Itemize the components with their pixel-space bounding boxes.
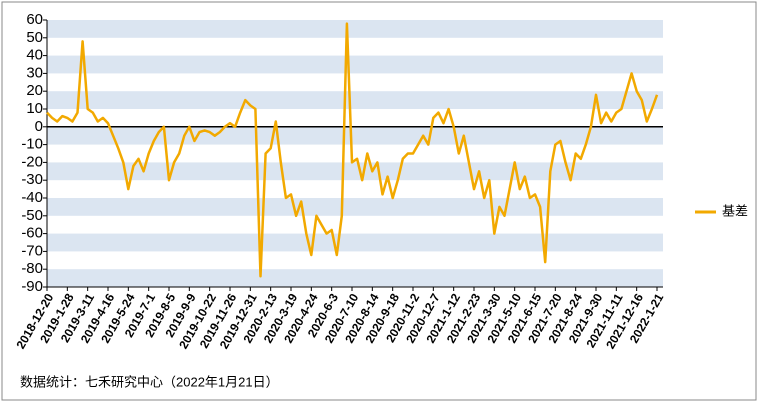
source-note: 数据统计：七禾研究中心（2022年1月21日） [20,374,279,389]
y-tick-label: -40 [21,189,43,206]
grid-band [47,126,663,145]
y-tick-label: 60 [26,11,43,28]
grid-band [47,269,663,287]
y-tick-label: -60 [21,225,43,242]
y-tick-label: 0 [35,118,43,135]
y-tick-label: -70 [21,242,43,259]
y-tick-label: 20 [26,82,43,99]
series-line [46,22,659,278]
y-tick-label: -10 [21,136,43,153]
grid-band [47,91,663,109]
grid-band [47,55,663,74]
y-tick-label: 10 [26,100,43,117]
y-tick-label: 40 [26,47,43,64]
grid-band [47,20,663,38]
grid-band [47,233,663,252]
grid-band [47,162,663,181]
y-tick-label: -20 [21,153,43,170]
grid-band [47,198,663,216]
y-tick-label: -50 [21,207,43,224]
y-tick-label: -80 [21,260,43,277]
y-tick-label: -90 [21,278,43,295]
y-tick-label: -30 [21,171,43,188]
y-tick-label: 30 [26,64,43,81]
y-tick-label: 50 [26,29,43,46]
legend-label: 基差 [722,203,748,218]
